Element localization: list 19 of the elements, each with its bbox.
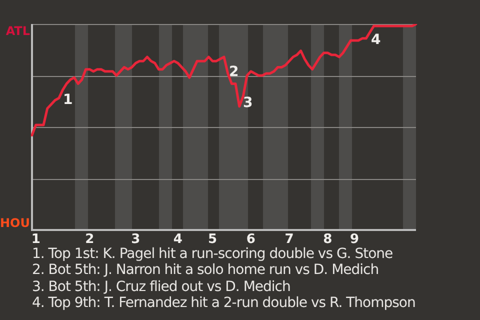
text: 1. Top 1st: K. Pagel hit a run-scoring double vs G. Stone xyxy=(32,246,394,262)
text: HOU xyxy=(0,216,30,230)
x-tick-label: 1 xyxy=(31,232,40,248)
x-tick-label: 9 xyxy=(350,232,360,248)
annotation: 4 xyxy=(371,32,381,48)
x-tick-label: 2 xyxy=(85,232,94,248)
text: 4. Top 9th: T. Fernandez hit a 2-run double vs R. Thompson xyxy=(32,294,416,312)
x-tick-label: 4 xyxy=(173,232,182,248)
x-tick-label: 5 xyxy=(208,232,218,248)
annotation: 1 xyxy=(63,92,73,108)
text: ATL xyxy=(6,24,30,38)
x-tick-label: 8 xyxy=(323,232,332,248)
annotation: 2 xyxy=(229,64,239,80)
x-tick-label: 7 xyxy=(284,232,294,248)
x-tick-label: 3 xyxy=(131,232,140,248)
annotation: 3 xyxy=(243,95,253,111)
text: 2. Bot 5th: J. Narron hit a solo home run vs D. Medich xyxy=(32,262,380,279)
text: 3. Bot 5th: J. Cruz flied out vs D. Medich xyxy=(32,278,292,295)
x-tick-label: 6 xyxy=(246,232,256,248)
